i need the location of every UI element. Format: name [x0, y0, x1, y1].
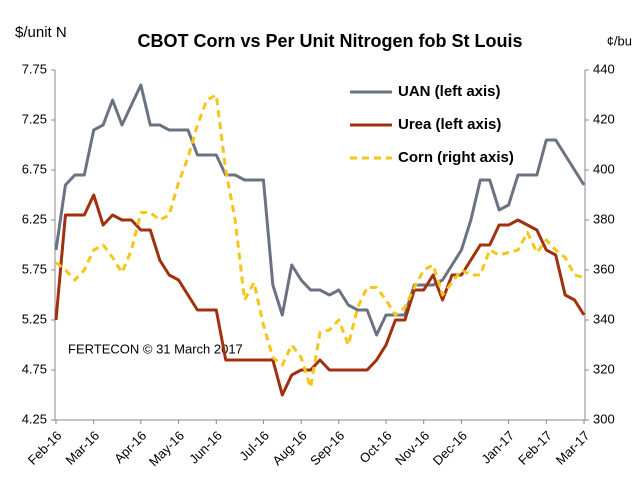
legend-label: Urea (left axis) — [398, 116, 501, 133]
y-tick-label: 4.75 — [22, 361, 47, 376]
x-tick-label: Apr-16 — [111, 428, 149, 466]
x-tick-label: Jan-17 — [478, 428, 517, 467]
y-tick-label: 6.75 — [22, 161, 47, 176]
y2-tick-label: 420 — [593, 111, 615, 126]
legend-label: UAN (left axis) — [398, 83, 501, 100]
series-line — [54, 193, 586, 397]
y-tick-label: 5.25 — [22, 311, 47, 326]
x-tick-label: Feb-16 — [25, 428, 65, 468]
y2-tick-label: 380 — [593, 211, 615, 226]
legend-label: Corn (right axis) — [398, 149, 514, 166]
y2-tick-label: 340 — [593, 311, 615, 326]
series-line — [55, 93, 585, 389]
y2-tick-label: 360 — [593, 261, 615, 276]
x-tick-label: May-16 — [146, 428, 187, 469]
y-tick-label: 5.75 — [22, 261, 47, 276]
y2-axis-label: ¢/bu — [607, 33, 632, 48]
x-tick-label: Nov-16 — [392, 428, 432, 468]
y2-tick-label: 300 — [593, 411, 615, 426]
x-tick-label: Jun-16 — [186, 428, 225, 467]
y-tick-label: 7.25 — [22, 111, 47, 126]
x-tick-label: Mar-17 — [553, 428, 593, 468]
y2-tick-label: 320 — [593, 361, 615, 376]
y-axis-label: $/unit N — [15, 24, 67, 41]
x-tick-label: Aug-16 — [269, 428, 309, 468]
x-tick-label: Oct-16 — [356, 428, 394, 466]
y2-tick-label: 440 — [593, 61, 615, 76]
y-tick-label: 4.25 — [22, 411, 47, 426]
x-tick-label: Feb-17 — [515, 428, 555, 468]
x-tick-label: Jul-16 — [236, 428, 272, 464]
y-tick-label: 7.75 — [22, 61, 47, 76]
chart-title: CBOT Corn vs Per Unit Nitrogen fob St Lo… — [137, 31, 522, 51]
series-line — [54, 83, 586, 337]
y2-tick-label: 400 — [593, 161, 615, 176]
annotation: FERTECON © 31 March 2017 — [68, 341, 243, 356]
x-tick-label: Dec-16 — [430, 428, 470, 468]
x-tick-label: Sep-16 — [307, 428, 347, 468]
y-tick-label: 6.25 — [22, 211, 47, 226]
x-tick-label: Mar-16 — [63, 428, 103, 468]
